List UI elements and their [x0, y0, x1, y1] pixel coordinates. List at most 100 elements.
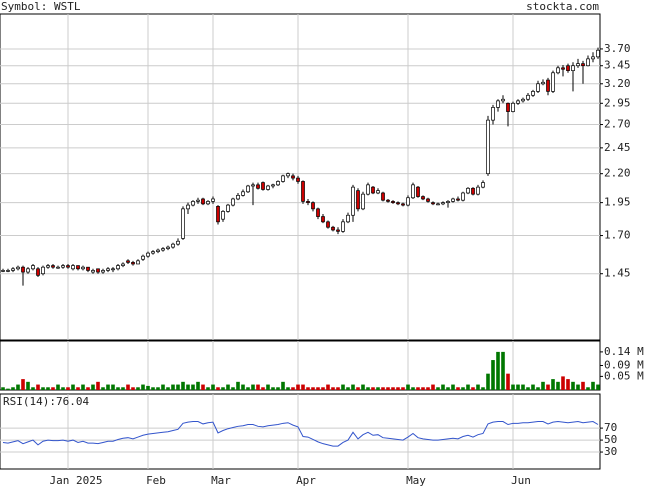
volume-bar	[271, 387, 275, 390]
candle-body	[331, 226, 335, 231]
volume-bar	[281, 381, 285, 390]
candle-body	[471, 187, 475, 195]
volume-bar	[256, 384, 260, 390]
candle-body	[141, 255, 145, 260]
candle-body	[101, 270, 105, 273]
candle-body	[491, 107, 495, 121]
candle-body	[256, 184, 260, 189]
candle-body	[466, 187, 470, 194]
y-tick-label: 2.45	[604, 141, 631, 154]
candle-body	[426, 198, 430, 202]
candle-body	[41, 266, 45, 275]
volume-bar	[236, 381, 240, 390]
y-tick-label: 2.20	[604, 167, 631, 180]
candle-body	[61, 265, 65, 268]
volume-bar	[301, 384, 305, 390]
volume-bar	[591, 381, 595, 390]
y-tick-label: 3.70	[604, 42, 631, 55]
volume-bar	[441, 384, 445, 390]
candle-body	[291, 175, 295, 179]
candle-body	[421, 196, 425, 200]
candle-body	[381, 192, 385, 201]
candle-body	[206, 201, 210, 205]
candle-body	[461, 192, 465, 201]
volume-bar	[231, 387, 235, 390]
volume-bar	[331, 387, 335, 390]
volume-bar	[361, 384, 365, 390]
candle-body	[116, 265, 120, 270]
volume-bar	[326, 384, 330, 390]
y-tick-label: 0.14 M	[604, 345, 644, 358]
candle-body	[311, 202, 315, 210]
candle-body	[121, 263, 125, 266]
volume-bar	[321, 387, 325, 390]
candle-body	[416, 186, 420, 197]
candle-body	[531, 91, 535, 96]
volume-bar	[461, 387, 465, 390]
volume-bar	[421, 387, 425, 390]
candle-body	[546, 79, 550, 92]
volume-bar	[526, 387, 530, 390]
volume-bar	[476, 384, 480, 390]
candle-body	[166, 246, 170, 249]
volume-bar	[431, 384, 435, 390]
volume-bar	[496, 351, 500, 390]
volume-bar	[541, 381, 545, 390]
volume-bar	[216, 387, 220, 390]
volume-bar	[551, 379, 555, 390]
volume-bar	[241, 384, 245, 390]
volume-bar	[251, 384, 255, 390]
volume-bar	[66, 387, 70, 390]
candle-body	[236, 195, 240, 200]
y-tick-label: 2.70	[604, 118, 631, 131]
candle-body	[76, 265, 80, 270]
volume-bar	[336, 387, 340, 390]
candle-body	[406, 197, 410, 206]
volume-bar	[101, 387, 105, 390]
candle-body	[486, 119, 490, 175]
volume-bar	[546, 384, 550, 390]
candle-body	[561, 67, 565, 70]
volume-bar	[451, 384, 455, 390]
candle-body	[6, 270, 10, 272]
candle-body	[146, 252, 150, 257]
candle-body	[436, 203, 440, 206]
volume-bar	[371, 387, 375, 390]
candle-body	[201, 198, 205, 205]
volume-bar	[311, 387, 315, 390]
x-tick-label: Mar	[211, 474, 231, 486]
candle-body	[401, 203, 405, 206]
candle-body	[576, 63, 580, 67]
volume-bar	[436, 387, 440, 390]
volume-bar	[356, 387, 360, 390]
volume-bar	[486, 373, 490, 390]
candle-body	[511, 102, 515, 112]
candle-body	[226, 204, 230, 212]
candle-body	[261, 182, 265, 190]
candle-body	[66, 265, 70, 268]
candle-body	[296, 177, 300, 182]
volume-bar	[366, 387, 370, 390]
volume-bar	[306, 387, 310, 390]
candle-body	[346, 214, 350, 223]
candle-body	[366, 184, 370, 195]
candle-body	[551, 72, 555, 92]
volume-bar	[581, 381, 585, 390]
volume-bar	[131, 387, 135, 390]
volume-bar	[71, 384, 75, 390]
volume-bar	[166, 387, 170, 390]
volume-bar	[456, 387, 460, 390]
x-tick-label: Feb	[146, 474, 166, 486]
candle-body	[431, 202, 435, 205]
volume-bar	[276, 387, 280, 390]
price-panel	[0, 13, 601, 341]
candle-body	[596, 49, 600, 58]
volume-bar	[521, 384, 525, 390]
candle-body	[376, 190, 380, 194]
y-tick-label: 1.70	[604, 229, 631, 242]
candle-body	[391, 201, 395, 203]
volume-bar	[341, 384, 345, 390]
y-tick-label: 2.95	[604, 96, 631, 109]
candle-body	[396, 202, 400, 205]
